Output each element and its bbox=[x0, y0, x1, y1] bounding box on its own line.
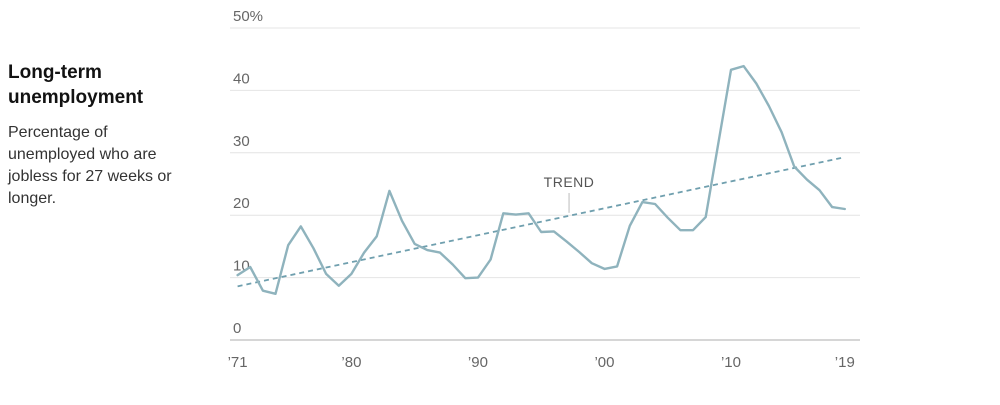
x-tick-label: ’71 bbox=[228, 354, 248, 371]
chart-heading: Long-term unemployment Percentage of une… bbox=[8, 60, 198, 210]
x-axis-ticks: ’71 ’80 ’90 ’00 ’10 ’19 bbox=[228, 354, 855, 371]
y-tick-label: 50% bbox=[233, 8, 263, 25]
x-tick-label: ’90 bbox=[468, 354, 488, 371]
y-tick-label: 30 bbox=[233, 133, 250, 150]
series-line bbox=[236, 64, 846, 295]
chart-subtitle: Percentage of unemployed who are jobless… bbox=[8, 124, 172, 207]
trend-line bbox=[237, 156, 846, 288]
y-tick-label: 0 bbox=[233, 320, 241, 337]
x-tick-label: ’80 bbox=[341, 354, 361, 371]
chart-title: Long-term unemployment bbox=[8, 62, 144, 108]
x-tick-label: ’00 bbox=[594, 354, 614, 371]
x-tick-label: ’19 bbox=[835, 354, 855, 371]
y-tick-label: 20 bbox=[233, 195, 250, 212]
y-tick-label: 40 bbox=[233, 70, 250, 87]
trend-label: TREND bbox=[544, 174, 595, 190]
trend-layer: TREND bbox=[237, 156, 846, 288]
series-layer bbox=[236, 64, 846, 295]
gridlines bbox=[230, 27, 860, 341]
x-tick-label: ’10 bbox=[721, 354, 741, 371]
